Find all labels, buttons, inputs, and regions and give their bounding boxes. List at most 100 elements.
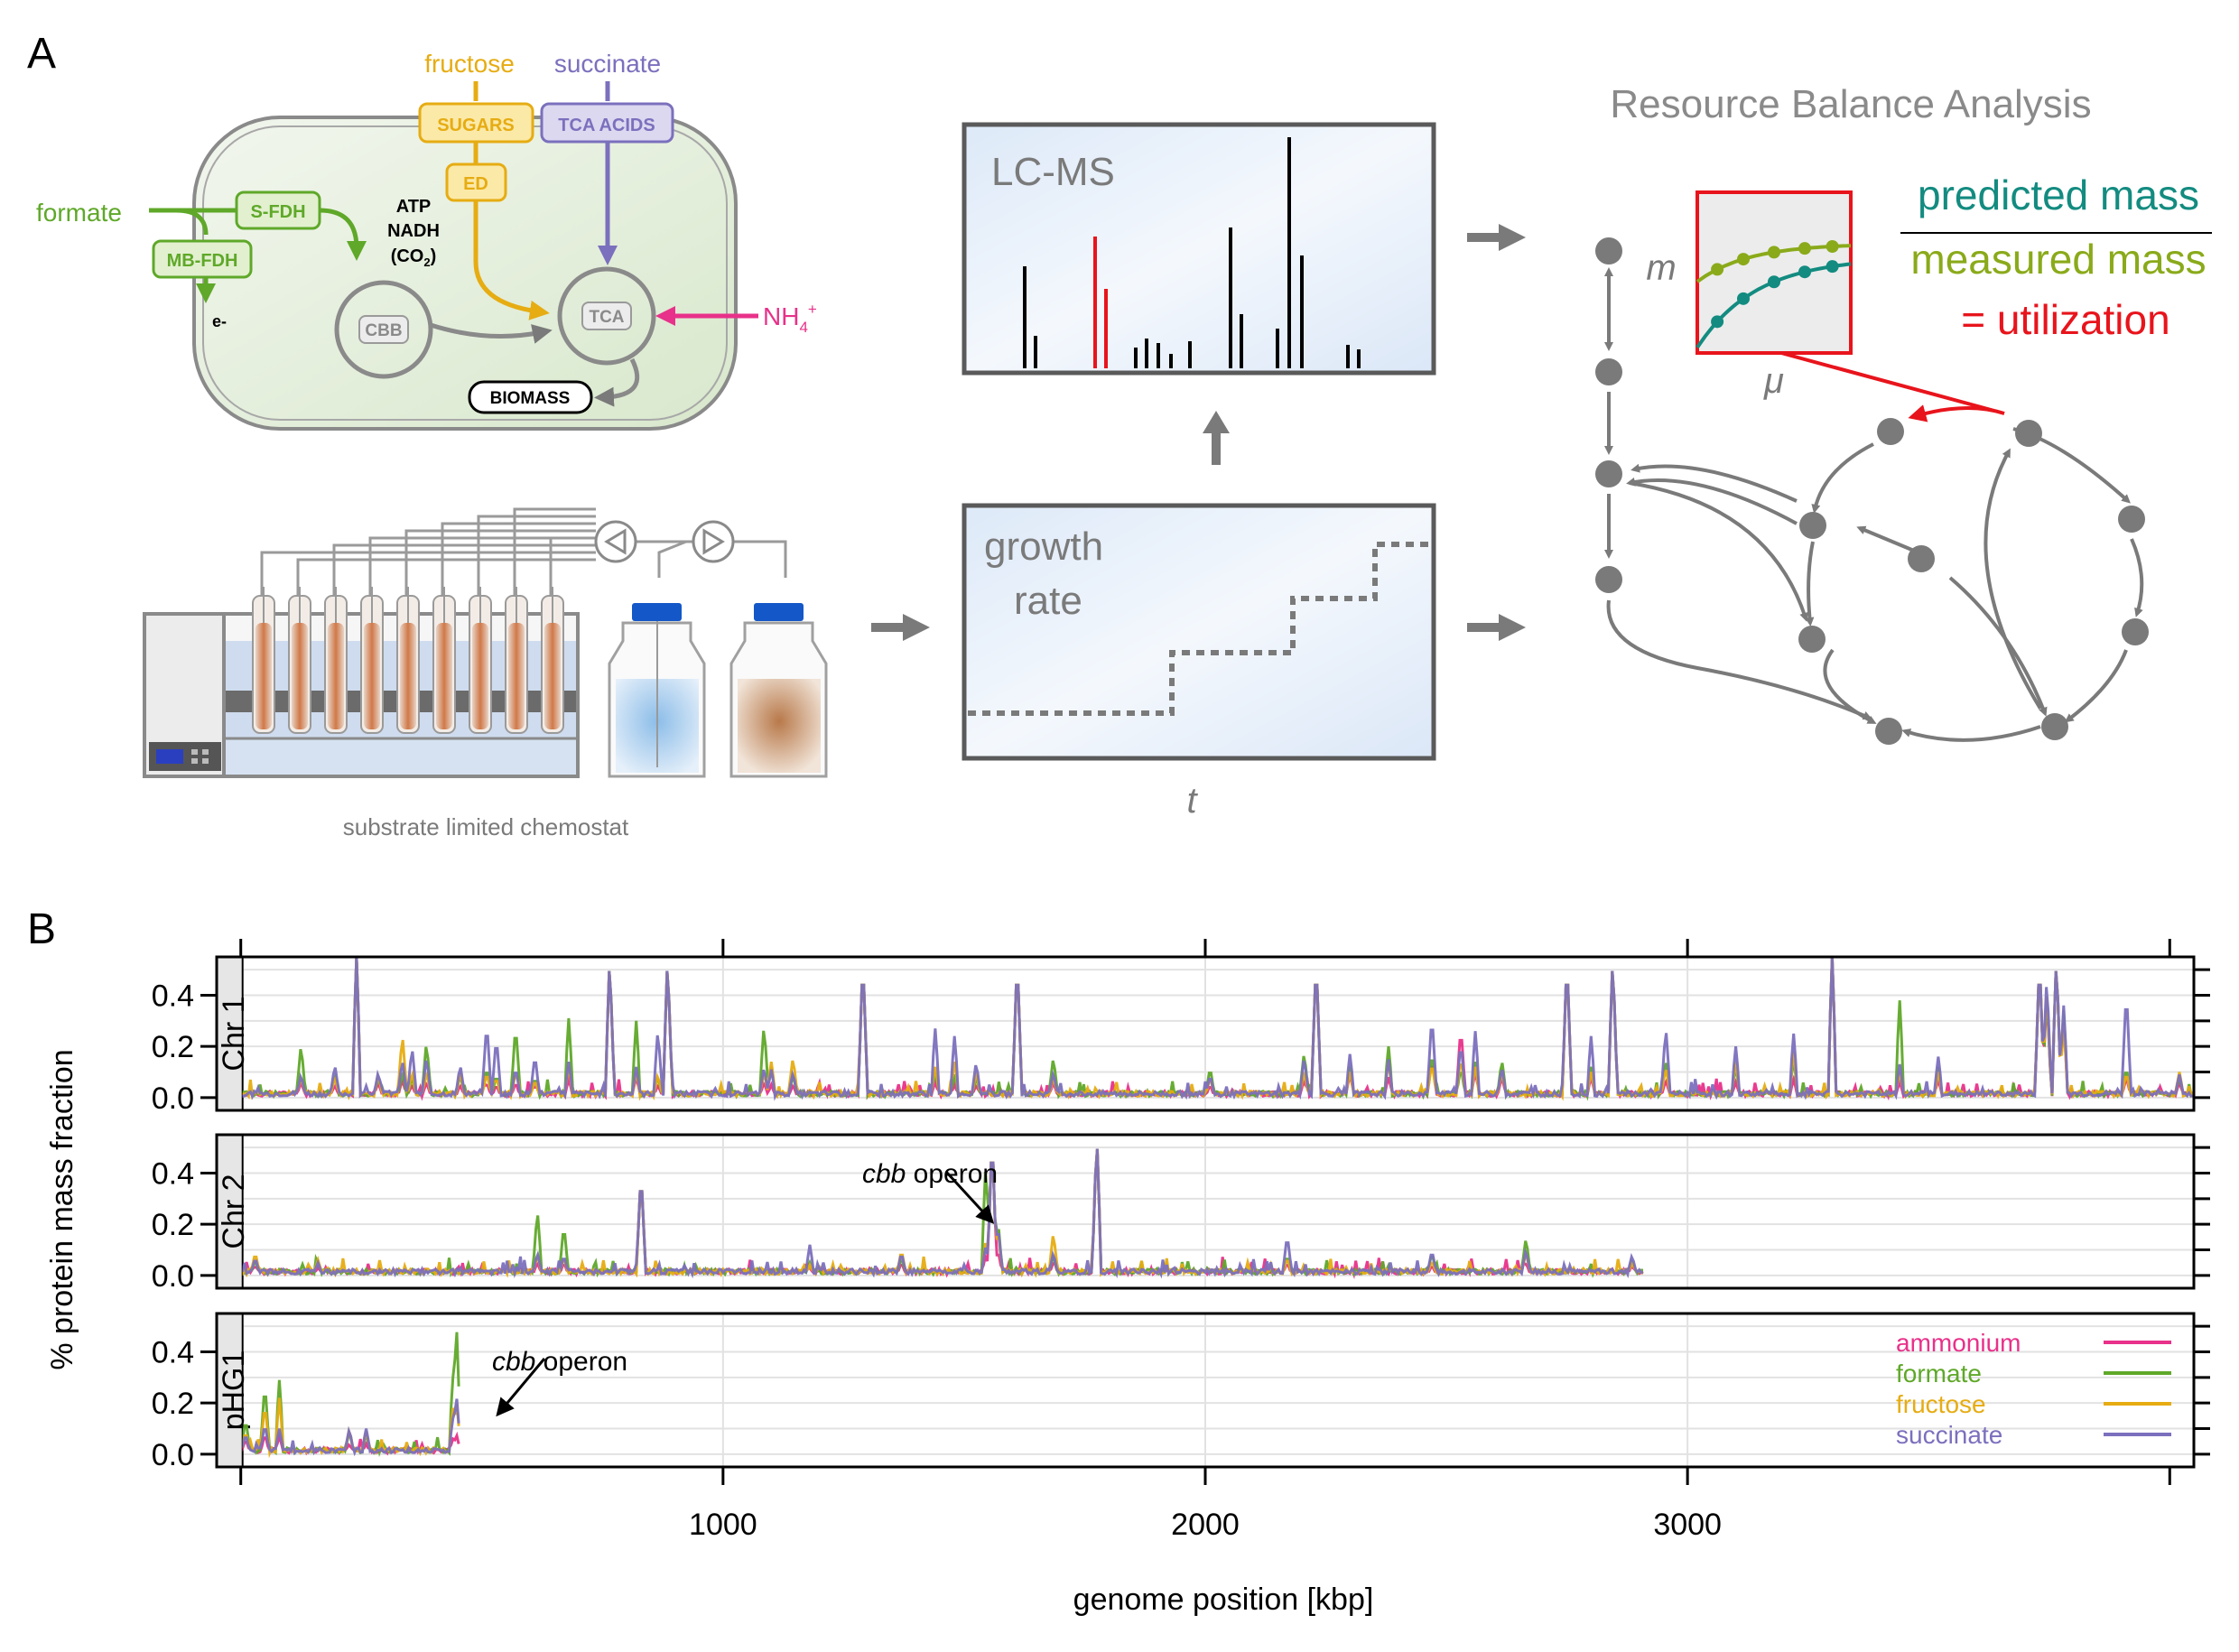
cbb-operon-arrow	[944, 1170, 995, 1224]
x-tick-label: 3000	[1653, 1508, 1722, 1542]
panel-frame	[215, 955, 2196, 1112]
rba-m-label: m	[1646, 248, 1676, 288]
cbb-operon-annotation: cbb operon	[492, 1347, 627, 1377]
rba-mu-label: μ	[1763, 361, 1784, 401]
utilization-label: = utilization	[1961, 296, 2169, 343]
strip-label: Chr 2	[217, 1174, 251, 1248]
s-fdh-label: S-FDH	[250, 202, 305, 222]
x-axis-title: genome position [kbp]	[1073, 1582, 1374, 1617]
culture-tube-content	[328, 623, 344, 729]
rba-edge	[2130, 538, 2144, 617]
rba-node	[1799, 512, 1826, 539]
measured-mass-point	[1768, 246, 1780, 259]
growth-rate-steps	[968, 542, 1432, 716]
ed-label: ED	[463, 174, 488, 194]
culture-tube-content	[364, 623, 380, 729]
tca-cycle	[557, 266, 656, 366]
flow-arrows	[871, 224, 1526, 641]
y-tick-label: 0.0	[152, 1259, 194, 1294]
rba-edge	[1811, 442, 1874, 514]
predicted-mass-point	[1798, 265, 1811, 279]
cbb-operon-arrow	[496, 1358, 546, 1417]
cbb-operon-annotation: cbb operon	[862, 1159, 998, 1189]
fructose-arrow	[473, 200, 550, 320]
y-tick-label: 0.0	[152, 1438, 194, 1472]
panel-frame	[215, 1312, 2196, 1469]
genome-chart: 1000 2000 3000 Chr 1 0.0 0.2 0.4 Chr 2 0.0 0.2 0.4…	[152, 939, 2210, 1542]
nadh-label: NADH	[387, 221, 440, 241]
predicted-mass-point	[1711, 315, 1724, 329]
co2-label: (CO2)	[391, 246, 437, 269]
rba-edge	[1901, 725, 2041, 742]
rba-edge	[1626, 477, 1798, 525]
rba-node	[2015, 420, 2042, 447]
rba-inset-curves	[1696, 239, 1852, 349]
panel-b-label: B	[27, 905, 56, 953]
biomass-box	[468, 380, 593, 414]
mb-fdh-label: MB-FDH	[167, 251, 238, 271]
s-fdh-arrow	[319, 208, 367, 261]
series-line-succinate	[242, 957, 2193, 1101]
lcms-title: LC-MS	[991, 150, 1115, 194]
panel-a: A fructose succinate SUGARS ED TCA ACIDS…	[27, 30, 2212, 840]
rba-edge	[1984, 448, 2042, 710]
rba-panel: Resource Balance Analysis m μ predicted …	[1595, 82, 2212, 745]
growth-rate-title-1: growth	[984, 524, 1103, 569]
fructose-label: fructose	[424, 50, 515, 78]
measured-mass-point	[1798, 242, 1811, 255]
atp-label: ATP	[396, 197, 432, 217]
growth-rate-title-2: rate	[1014, 579, 1082, 623]
series-line-succinate	[242, 1148, 1644, 1279]
sugars-label: SUGARS	[437, 116, 515, 135]
chemostat-display	[156, 749, 183, 764]
series-line-succinate	[242, 1398, 460, 1457]
y-tick-label: 0.2	[152, 1030, 194, 1064]
rba-node	[1595, 566, 1622, 593]
rba-network	[1595, 237, 2149, 745]
measured-mass-point	[1711, 263, 1724, 276]
y-tick-label: 0.2	[152, 1208, 194, 1242]
chemostat-caption: substrate limited chemostat	[343, 813, 629, 840]
predicted-mass-point	[1826, 260, 1839, 274]
measured-mass-point	[1826, 239, 1839, 253]
culture-tubes	[252, 587, 564, 734]
rba-edge	[1629, 481, 1808, 622]
rba-title: Resource Balance Analysis	[1610, 82, 2091, 126]
culture-tube-content	[436, 623, 452, 729]
inset-pointer-arrow	[1780, 351, 2005, 422]
rba-node	[1908, 545, 1935, 572]
growth-to-rba-arrow	[1467, 614, 1526, 641]
biomass-label: BIOMASS	[490, 389, 571, 408]
rba-edge	[1630, 463, 1798, 503]
predicted-mass-point	[1768, 275, 1780, 289]
legend-label-succinate: succinate	[1896, 1421, 2002, 1449]
measured-mass-point	[1737, 253, 1750, 266]
rba-node	[2122, 618, 2149, 645]
x-tick-label: 1000	[689, 1508, 757, 1542]
y-tick-label: 0.2	[152, 1387, 194, 1421]
measured-mass-label: measured mass	[1910, 236, 2206, 283]
tca-acids-label: TCA ACIDS	[558, 116, 655, 135]
tca-to-biomass-arrow	[594, 357, 640, 407]
cbb-operon-italic: cbb	[862, 1159, 906, 1189]
strip-label: Chr 1	[217, 996, 251, 1071]
cbb-operon-text: operon	[906, 1159, 998, 1189]
lcms-spectrum	[1023, 137, 1361, 368]
culture-tube-content	[508, 623, 525, 729]
chemostat-to-growth-arrow	[871, 614, 930, 641]
y-axis-title: % protein mass fraction	[45, 1049, 79, 1369]
rba-node	[2118, 506, 2145, 533]
cell-diagram: fructose succinate SUGARS ED TCA ACIDS f…	[36, 50, 817, 431]
y-tick-label: 0.4	[152, 1336, 194, 1370]
medium-bottle	[608, 603, 706, 778]
rba-node	[2041, 713, 2068, 740]
culture-tube-content	[472, 623, 488, 729]
rba-node	[1595, 358, 1622, 385]
rba-edge	[2064, 649, 2128, 723]
rba-inset	[1696, 190, 1853, 355]
legend-label-formate: formate	[1896, 1360, 1982, 1387]
panel-a-label: A	[27, 30, 56, 78]
rba-node	[1595, 237, 1622, 265]
formate-label: formate	[36, 199, 122, 227]
